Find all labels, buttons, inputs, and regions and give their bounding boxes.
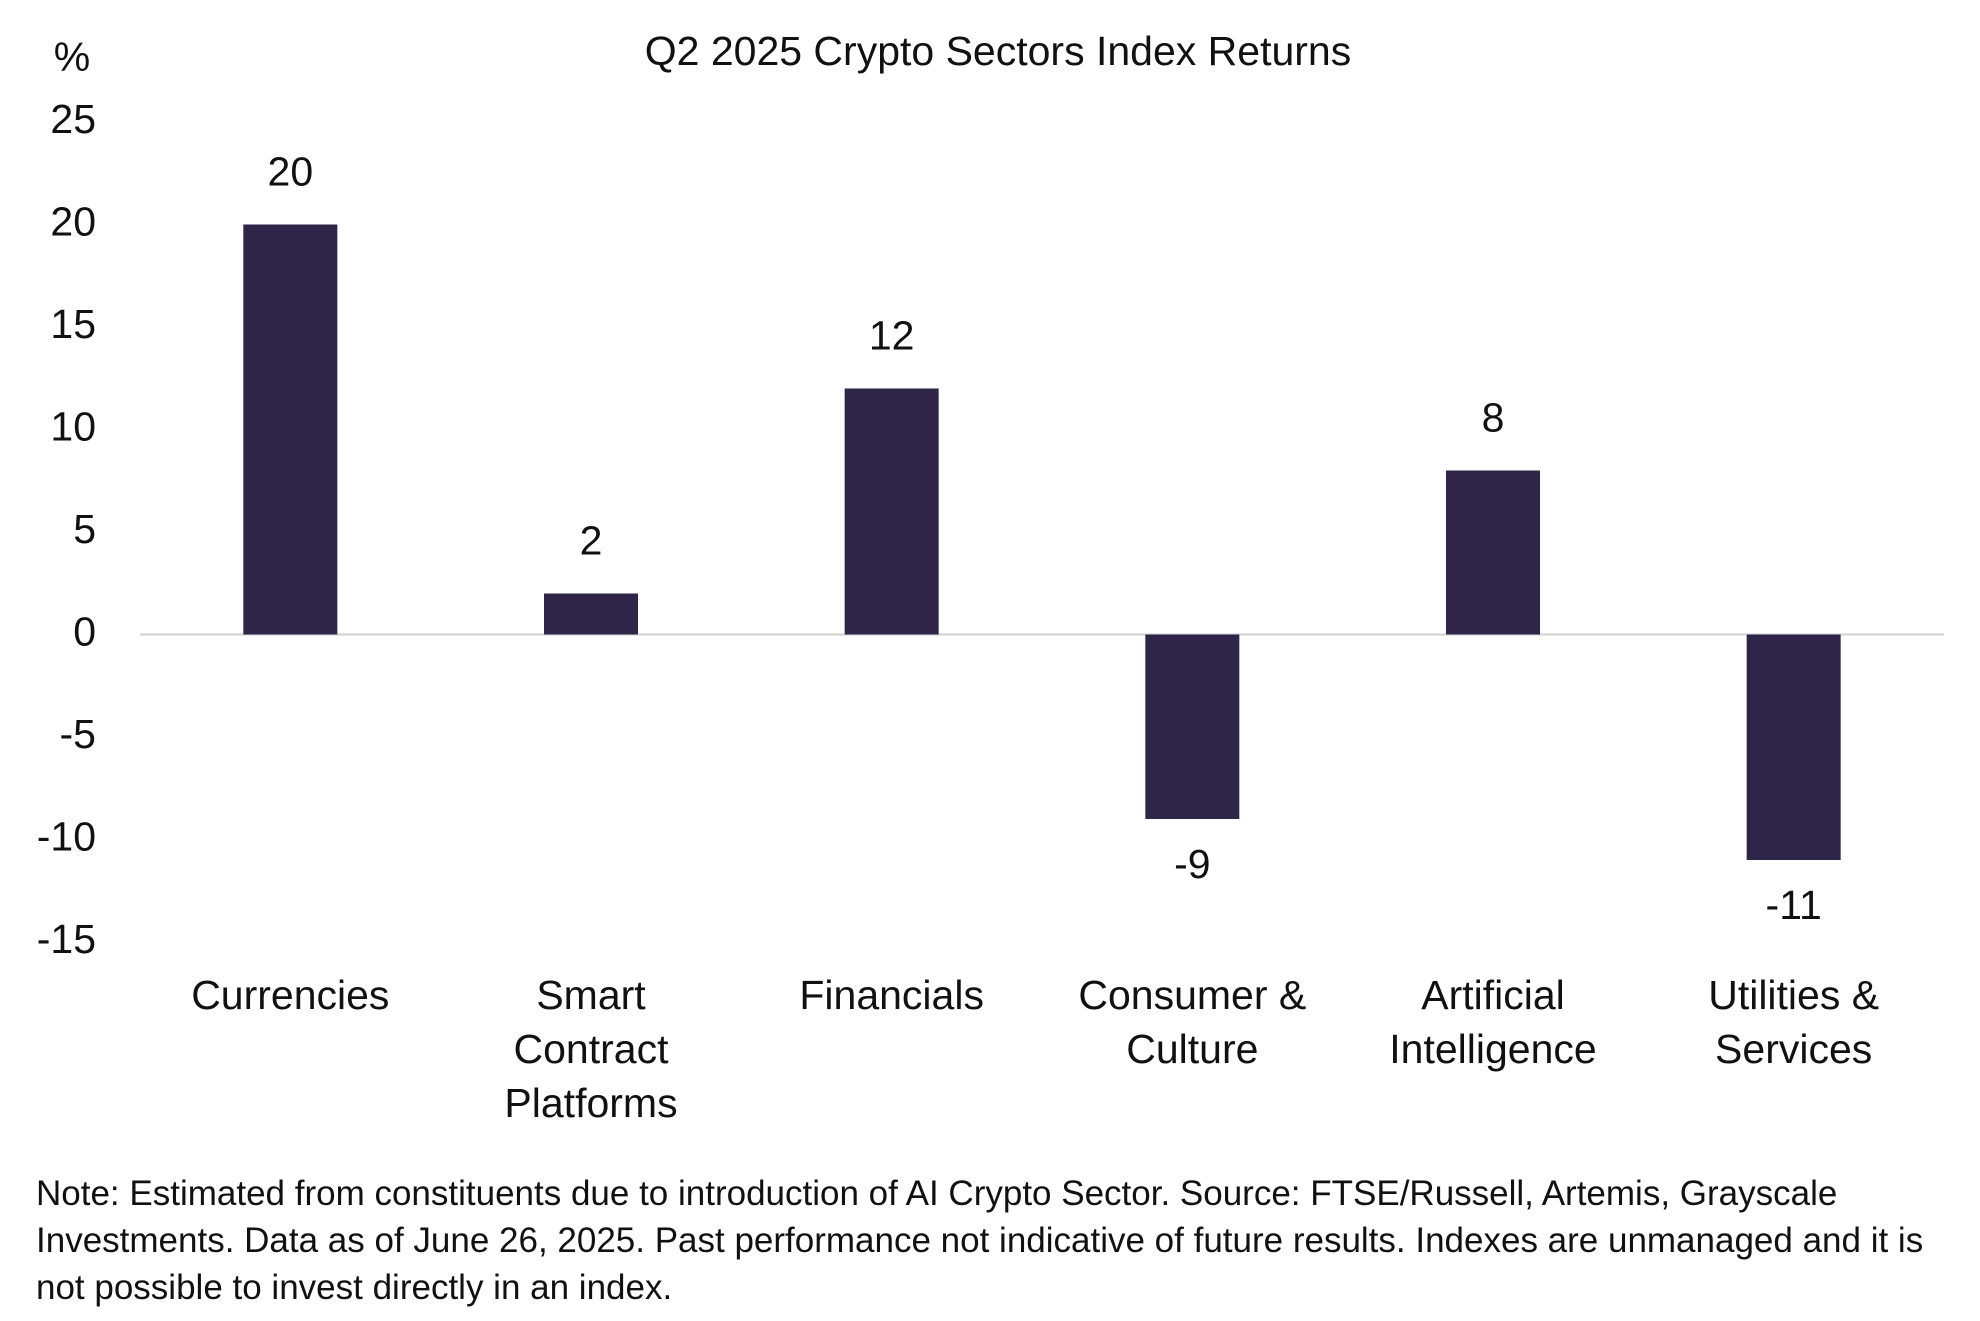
y-tick-label: -5 xyxy=(60,711,96,757)
bar xyxy=(1746,634,1841,860)
bar xyxy=(844,388,939,635)
bar xyxy=(243,224,338,635)
y-tick-label: -15 xyxy=(37,916,96,962)
data-label: 2 xyxy=(580,517,603,563)
y-tick-label: 0 xyxy=(73,608,96,654)
data-label: -9 xyxy=(1174,841,1210,887)
y-tick-label: -10 xyxy=(37,813,96,859)
bar xyxy=(1145,634,1240,819)
y-tick-label: 15 xyxy=(50,301,96,347)
chart-title: Q2 2025 Crypto Sectors Index Returns xyxy=(645,28,1351,74)
x-tick-label: Consumer & Culture xyxy=(1078,972,1306,1072)
data-label: -11 xyxy=(1766,882,1822,928)
x-tick-label: Artificial Intelligence xyxy=(1389,972,1596,1072)
data-label: 12 xyxy=(869,312,915,358)
y-tick-label: 25 xyxy=(50,96,96,142)
x-tick-label: Currencies xyxy=(191,972,389,1018)
y-axis-label: % xyxy=(54,34,90,80)
y-tick-label: 10 xyxy=(50,403,96,449)
x-tick-label: Utilities & Services xyxy=(1708,972,1879,1072)
data-label: 8 xyxy=(1482,394,1505,440)
x-tick-label: Financials xyxy=(799,972,984,1018)
x-tick-label: Smart Contract Platforms xyxy=(504,972,677,1126)
bar xyxy=(1446,470,1540,635)
y-tick-label: 5 xyxy=(73,506,96,552)
y-tick-label: 20 xyxy=(50,198,96,244)
chart: Q2 2025 Crypto Sectors Index Returns % -… xyxy=(37,28,1944,1126)
data-label: 20 xyxy=(268,148,314,194)
bar xyxy=(544,593,638,635)
note: Note: Estimated from constituents due to… xyxy=(36,1174,1924,1307)
